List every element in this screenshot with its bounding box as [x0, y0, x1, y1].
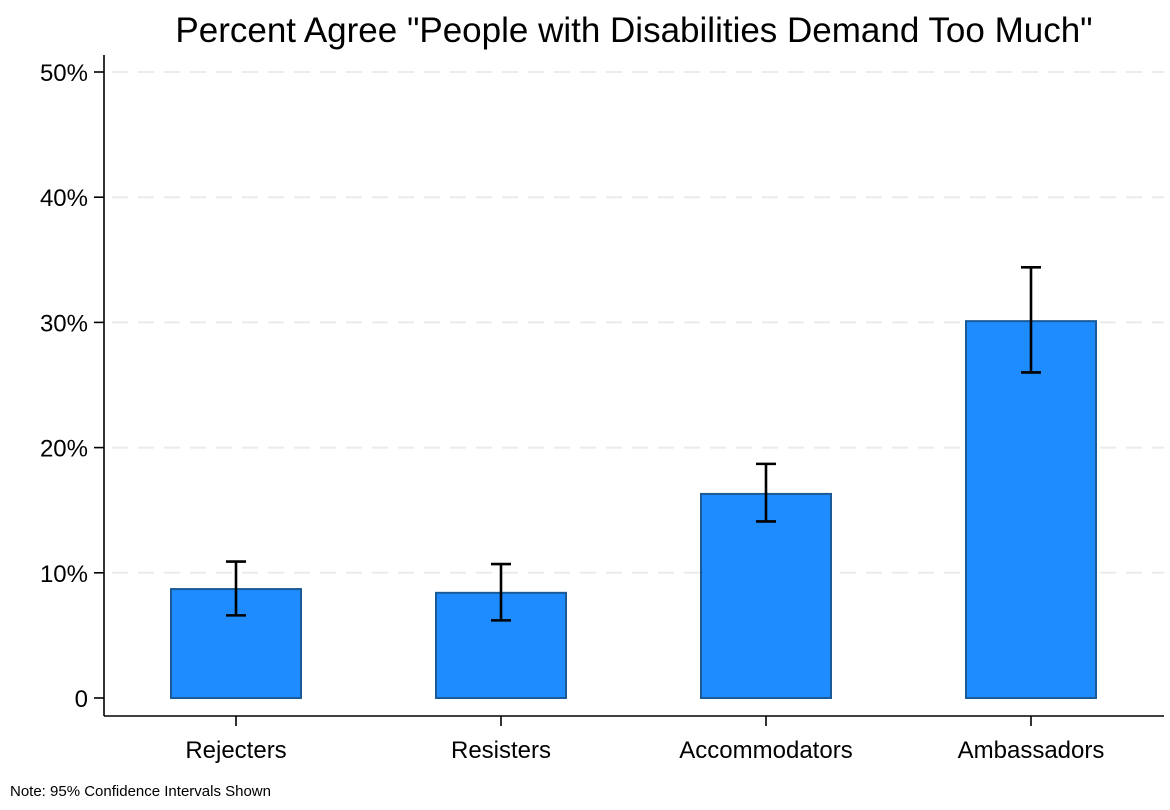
y-tick-label: 10% — [40, 561, 88, 588]
chart-note: Note: 95% Confidence Intervals Shown — [10, 783, 271, 800]
error-bar-accommodators — [756, 462, 776, 523]
x-tick-label: Accommodators — [679, 737, 852, 764]
y-tick-label: 30% — [40, 310, 88, 337]
x-tick-label: Resisters — [451, 737, 551, 764]
bar-ambassadors — [965, 320, 1097, 699]
x-tick-label: Ambassadors — [958, 737, 1105, 764]
bar-accommodators — [700, 492, 832, 700]
gridlines — [112, 71, 1164, 574]
y-axis-ticks: 0 10% 20% 30% 40% 50% — [40, 60, 104, 713]
y-tick-label: 50% — [40, 60, 88, 87]
chart-title: Percent Agree "People with Disabilities … — [175, 11, 1092, 50]
axes — [103, 55, 1164, 717]
error-bar-resisters — [491, 562, 511, 622]
bars — [170, 320, 1097, 700]
y-tick-label: 40% — [40, 185, 88, 212]
y-tick-label: 0 — [75, 686, 88, 713]
error-bar-ambassadors — [1021, 266, 1041, 374]
x-axis-ticks: Rejecters Resisters Accommodators Ambassado… — [185, 716, 1104, 764]
error-bar-rejecters — [226, 560, 246, 617]
x-tick-label: Rejecters — [185, 737, 286, 764]
bar-rejecters — [170, 588, 302, 699]
y-tick-label: 20% — [40, 436, 88, 463]
error-bars — [226, 266, 1041, 622]
